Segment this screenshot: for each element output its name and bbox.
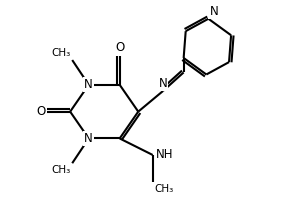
Text: N: N: [84, 132, 93, 145]
Text: N: N: [84, 78, 93, 91]
Text: N: N: [159, 77, 167, 90]
Text: O: O: [36, 105, 45, 118]
Text: O: O: [115, 41, 124, 54]
Text: N: N: [209, 5, 218, 18]
Text: NH: NH: [156, 148, 173, 161]
Text: CH₃: CH₃: [51, 165, 70, 175]
Text: CH₃: CH₃: [51, 48, 70, 58]
Text: CH₃: CH₃: [155, 184, 174, 194]
